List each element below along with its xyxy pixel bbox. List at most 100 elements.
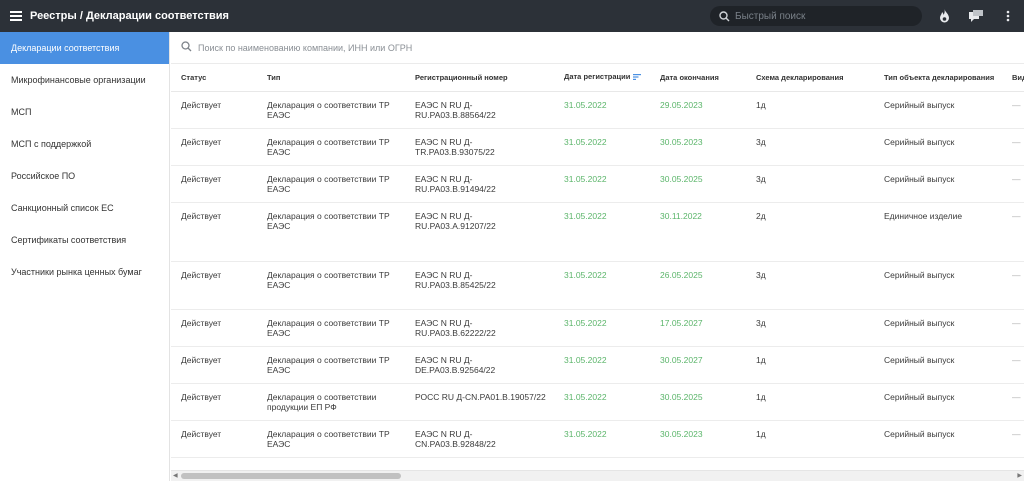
cell-object-type: Единичное изделие (874, 202, 1002, 262)
sidebar-item-msp[interactable]: МСП (11, 107, 32, 117)
table-header: Статус Тип Регистрационный номер Дата ре… (171, 64, 1024, 92)
cell-reg-date: 31.05.2022 (554, 261, 650, 310)
table-row[interactable]: Действует Декларация о соответствии ТР ЕА… (171, 165, 1024, 203)
quick-search-input[interactable] (735, 10, 905, 22)
cell-scheme: 3д (746, 128, 874, 166)
sidebar-item-msp-support[interactable]: МСП с поддержкой (11, 139, 92, 149)
cell-object-type: Серийный выпуск (874, 261, 1002, 310)
cell-reg-number: ЕАЭС N RU Д-DE.РА03.В.92564/22 (405, 346, 554, 384)
table-row[interactable]: Действует Декларация о соответствии ТР ЕА… (171, 202, 1024, 262)
table-row[interactable]: Действует Декларация о соответствии ТР ЕА… (171, 346, 1024, 384)
cell-status: Действует (171, 91, 257, 129)
cell-object-type: Серийный выпуск (874, 309, 1002, 347)
cell-reg-number: ЕАЭС N RU Д-RU.РА03.А.91207/22 (405, 202, 554, 262)
company-search-input[interactable] (198, 42, 698, 53)
cell-type: Декларация о соответствии ТР ЕАЭС (257, 346, 405, 384)
cell-reg-date: 31.05.2022 (554, 202, 650, 262)
cell-type: Декларация о соответствии ТР ЕАЭС (257, 420, 405, 458)
cell-end-date: 17.05.2027 (650, 309, 746, 347)
col-type[interactable]: Тип (257, 64, 405, 92)
scrollbar-thumb[interactable] (181, 473, 401, 479)
cell-type: Декларация о соответствии ТР ЕАЭС (257, 165, 405, 203)
col-scheme[interactable]: Схема декларирования (746, 64, 874, 92)
quick-search[interactable] (710, 6, 922, 26)
table-row[interactable]: Действует Декларация о соответствии ТР ЕА… (171, 420, 1024, 458)
cell-type: Декларация о соответствии ТР ЕАЭС (257, 309, 405, 347)
cell-end-date: 30.05.2027 (650, 346, 746, 384)
col-end-date[interactable]: Дата окончания (650, 64, 746, 92)
cell-end-date: 30.05.2023 (650, 420, 746, 458)
cell-type: Декларация о соответствии ТР ЕАЭС (257, 91, 405, 129)
cell-kind: — (1002, 91, 1024, 129)
cell-status: Действует (171, 383, 257, 421)
sidebar-item-certificates[interactable]: Сертификаты соответствия (11, 235, 127, 245)
page-title: Реестры / Декларации соответствия (30, 10, 229, 22)
table-row[interactable]: Действует Декларация о соответствии ТР ЕА… (171, 309, 1024, 347)
table-row[interactable]: Действует Декларация о соответствии проду… (171, 383, 1024, 421)
chat-icon[interactable] (966, 6, 986, 26)
col-object-type[interactable]: Тип объекта декларирования (874, 64, 1002, 92)
cell-reg-number: ЕАЭС N RU Д-RU.РА03.В.88564/22 (405, 91, 554, 129)
top-bar: Реестры / Декларации соответствия (0, 0, 1024, 32)
cell-type: Декларация о соответствии ТР ЕАЭС (257, 128, 405, 166)
cell-scheme: 3д (746, 309, 874, 347)
cell-object-type: Серийный выпуск (874, 420, 1002, 458)
sidebar-item-eu-sanctions[interactable]: Санкционный список ЕС (11, 203, 114, 213)
cell-object-type: Серийный выпуск (874, 383, 1002, 421)
cell-object-type: Серийный выпуск (874, 91, 1002, 129)
sidebar-item-russian-software[interactable]: Российское ПО (11, 171, 76, 181)
cell-reg-number: ЕАЭС N RU Д-CN.РА03.В.92848/22 (405, 420, 554, 458)
cell-status: Действует (171, 202, 257, 262)
table-row[interactable]: Действует Декларация о соответствии ТР ЕА… (171, 91, 1024, 129)
col-reg-date[interactable]: Дата регистрации (554, 64, 650, 92)
scroll-right-icon[interactable]: ▶ (1017, 473, 1022, 479)
company-search[interactable] (171, 32, 1024, 64)
cell-kind: — (1002, 202, 1024, 262)
cell-kind: — (1002, 261, 1024, 310)
cell-scheme: 1д (746, 420, 874, 458)
cell-status: Действует (171, 346, 257, 384)
cell-reg-date: 31.05.2022 (554, 420, 650, 458)
cell-end-date: 30.05.2025 (650, 383, 746, 421)
declarations-table: Статус Тип Регистрационный номер Дата ре… (171, 64, 1024, 458)
cell-scheme: 1д (746, 346, 874, 384)
sidebar-item-securities-participants[interactable]: Участники рынка ценных бумаг (11, 267, 142, 277)
sort-icon[interactable] (633, 73, 642, 82)
cell-object-type: Серийный выпуск (874, 346, 1002, 384)
cell-reg-date: 31.05.2022 (554, 91, 650, 129)
sidebar-item-declarations[interactable]: Декларации соответствия (0, 32, 169, 64)
cell-reg-date: 31.05.2022 (554, 346, 650, 384)
cell-scheme: 3д (746, 261, 874, 310)
cell-kind: — (1002, 383, 1024, 421)
cell-kind: — (1002, 309, 1024, 347)
col-kind[interactable]: Вид (1002, 64, 1024, 92)
sidebar-item-microfinance[interactable]: Микрофинансовые организации (11, 75, 146, 85)
cell-reg-date: 31.05.2022 (554, 165, 650, 203)
cell-kind: — (1002, 346, 1024, 384)
col-reg-number[interactable]: Регистрационный номер (405, 64, 554, 92)
cell-reg-date: 31.05.2022 (554, 309, 650, 347)
scroll-left-icon[interactable]: ◀ (173, 473, 178, 479)
cell-reg-date: 31.05.2022 (554, 383, 650, 421)
more-vert-icon[interactable] (998, 6, 1018, 26)
table-row[interactable]: Действует Декларация о соответствии ТР ЕА… (171, 261, 1024, 310)
search-icon (181, 39, 192, 57)
cell-reg-number: ЕАЭС N RU Д-RU.РА03.В.91494/22 (405, 165, 554, 203)
cell-end-date: 30.05.2025 (650, 165, 746, 203)
main-content: Статус Тип Регистрационный номер Дата ре… (171, 32, 1024, 481)
fire-icon[interactable] (934, 6, 954, 26)
cell-reg-date: 31.05.2022 (554, 128, 650, 166)
cell-scheme: 1д (746, 383, 874, 421)
horizontal-scrollbar[interactable]: ◀ ▶ (171, 470, 1024, 481)
cell-end-date: 29.05.2023 (650, 91, 746, 129)
cell-scheme: 1д (746, 91, 874, 129)
table-row[interactable]: Действует Декларация о соответствии ТР ЕА… (171, 128, 1024, 166)
cell-kind: — (1002, 420, 1024, 458)
cell-end-date: 26.05.2025 (650, 261, 746, 310)
cell-object-type: Серийный выпуск (874, 165, 1002, 203)
search-icon (713, 6, 735, 26)
cell-status: Действует (171, 128, 257, 166)
cell-type: Декларация о соответствии ТР ЕАЭС (257, 261, 405, 310)
col-status[interactable]: Статус (171, 64, 257, 92)
menu-icon[interactable] (1, 0, 31, 32)
